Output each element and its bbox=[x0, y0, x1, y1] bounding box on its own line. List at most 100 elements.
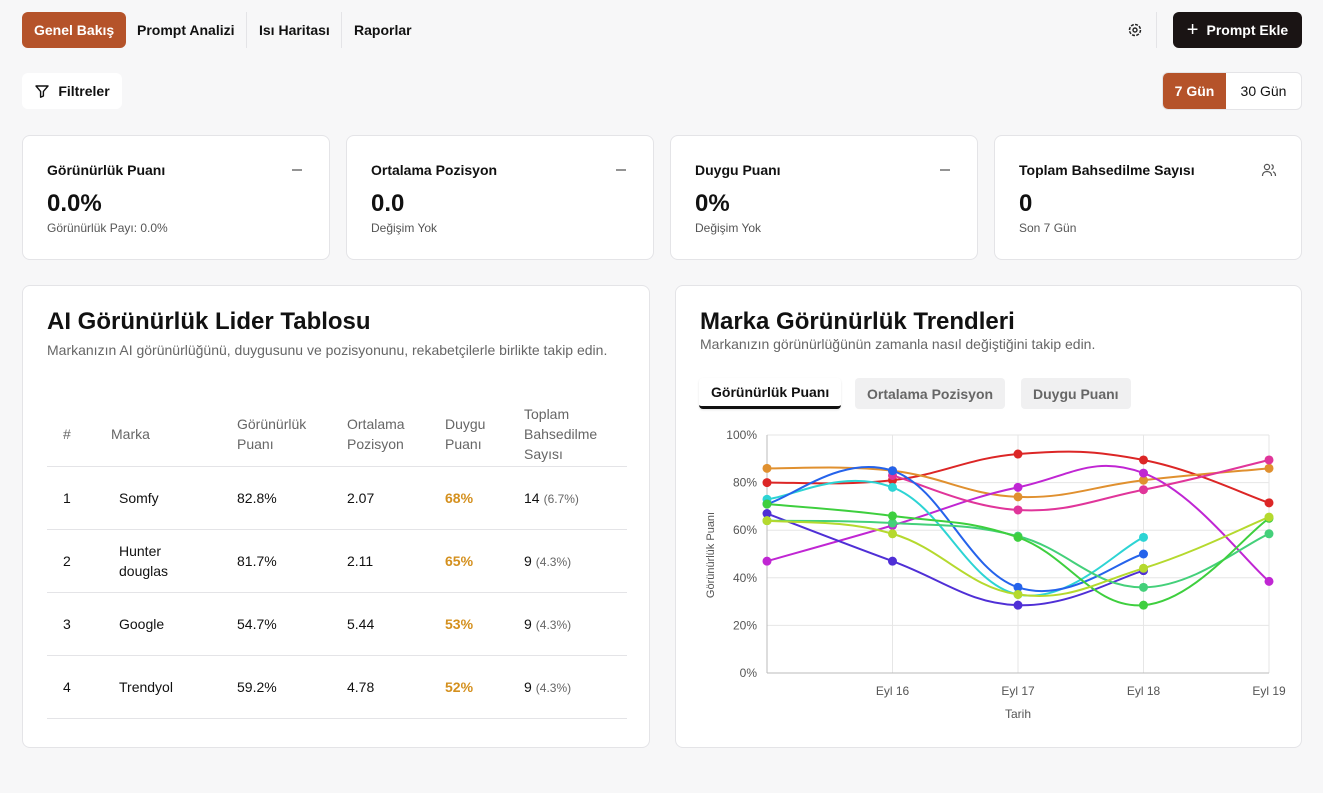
data-point bbox=[762, 509, 772, 519]
separator bbox=[246, 12, 247, 48]
data-point bbox=[1013, 492, 1023, 502]
data-point bbox=[1139, 549, 1148, 559]
data-point bbox=[1139, 475, 1148, 485]
rank: 1 bbox=[63, 490, 71, 506]
mention-count: 14 bbox=[524, 490, 540, 506]
add-prompt-button[interactable]: + Prompt Ekle bbox=[1173, 12, 1302, 48]
column-header: Duygu Puanı bbox=[445, 416, 486, 452]
data-point bbox=[1264, 455, 1274, 465]
card-icon bbox=[289, 162, 305, 183]
card-subtitle: Değişim Yok bbox=[371, 221, 438, 235]
card-title: Duygu Puanı bbox=[695, 162, 781, 178]
data-point bbox=[1139, 563, 1148, 573]
visibility-score: 81.7% bbox=[237, 553, 277, 569]
data-point bbox=[1264, 463, 1274, 473]
avg-position: 4.78 bbox=[347, 679, 375, 695]
sentiment: 53% bbox=[445, 616, 474, 632]
data-point bbox=[1264, 512, 1274, 522]
data-point bbox=[888, 482, 897, 492]
divider bbox=[47, 466, 627, 467]
card-value: 0% bbox=[695, 190, 730, 217]
y-tick-label: 20% bbox=[733, 618, 757, 632]
column-header: Ortalama Pozisyon bbox=[347, 416, 405, 452]
visibility-score: 59.2% bbox=[237, 679, 277, 695]
divider bbox=[47, 655, 627, 656]
card-value: 0.0 bbox=[371, 190, 405, 217]
plus-icon: + bbox=[1186, 18, 1199, 41]
card-value: 0 bbox=[1019, 190, 1033, 217]
data-point bbox=[762, 478, 772, 488]
panel-title: Marka Görünürlük Trendleri bbox=[700, 308, 1015, 335]
nav-tab[interactable]: Prompt Analizi bbox=[137, 22, 235, 38]
card-subtitle: Son 7 Gün bbox=[1019, 221, 1077, 235]
sentiment: 52% bbox=[445, 679, 474, 695]
card-title: Toplam Bahsedilme Sayısı bbox=[1019, 162, 1195, 178]
mentions: 14 (6.7%) bbox=[524, 488, 579, 509]
chart-tab[interactable]: Ortalama Pozisyon bbox=[855, 378, 1006, 409]
settings-icon[interactable] bbox=[1127, 22, 1143, 38]
card-icon bbox=[613, 162, 629, 183]
divider bbox=[47, 592, 627, 593]
data-point bbox=[1264, 576, 1274, 586]
data-point bbox=[1139, 485, 1148, 495]
card-value: 0.0% bbox=[47, 190, 102, 217]
data-point bbox=[888, 466, 897, 476]
range-option[interactable]: 30 Gün bbox=[1240, 83, 1287, 99]
series-line bbox=[766, 512, 1144, 607]
minus-icon bbox=[940, 169, 950, 171]
users-icon bbox=[1261, 163, 1277, 177]
data-point bbox=[762, 463, 772, 473]
mentions: 9 (4.3%) bbox=[524, 551, 571, 572]
data-point bbox=[1013, 582, 1023, 592]
card-subtitle: Görünürlük Payı: 0.0% bbox=[47, 221, 168, 235]
brand: Somfy bbox=[119, 490, 159, 506]
column-header: Toplam Bahsedilme Sayısı bbox=[524, 406, 598, 462]
y-axis-title: Görünürlük Puanı bbox=[705, 512, 717, 598]
separator bbox=[341, 12, 342, 48]
avg-position: 2.11 bbox=[347, 553, 374, 569]
filter-icon bbox=[35, 85, 50, 98]
leaderboard-table: # Marka Görünürlük Puanı Ortalama Pozisyon D… bbox=[23, 286, 649, 723]
mentions: 9 (4.3%) bbox=[524, 677, 571, 698]
avg-position: 5.44 bbox=[347, 616, 375, 632]
nav-tab[interactable]: Isı Haritası bbox=[259, 22, 330, 38]
card-icon bbox=[937, 162, 953, 183]
filter-button[interactable]: Filtreler bbox=[22, 73, 122, 109]
brand: Trendyol bbox=[119, 679, 173, 695]
data-point bbox=[1013, 449, 1023, 459]
data-point bbox=[1264, 529, 1274, 539]
range-option[interactable]: 7 Gün bbox=[1163, 73, 1226, 109]
data-point bbox=[1013, 589, 1023, 599]
column-header: # bbox=[63, 426, 71, 442]
y-tick-label: 100% bbox=[726, 428, 757, 442]
data-point bbox=[1264, 498, 1274, 508]
chart-tab[interactable]: Duygu Puanı bbox=[1021, 378, 1131, 409]
minus-icon bbox=[292, 169, 302, 171]
kpi-card: Toplam Bahsedilme Sayısı 0 Son 7 Gün bbox=[994, 135, 1302, 260]
rank: 4 bbox=[63, 679, 71, 695]
panel-subtitle: Markanızın görünürlüğünün zamanla nasıl … bbox=[700, 336, 1096, 352]
x-tick-label: Eyl 17 bbox=[1001, 684, 1035, 698]
data-point bbox=[1013, 532, 1023, 542]
mention-count: 9 bbox=[524, 679, 532, 695]
data-point bbox=[1139, 455, 1148, 465]
data-point bbox=[762, 516, 772, 526]
minus-icon bbox=[616, 169, 626, 171]
data-point bbox=[1139, 468, 1148, 478]
card-icon bbox=[1261, 162, 1277, 183]
mention-share: (4.3%) bbox=[535, 681, 572, 695]
card-subtitle: Değişim Yok bbox=[695, 221, 762, 235]
visibility-score: 82.8% bbox=[237, 490, 277, 506]
kpi-card: Ortalama Pozisyon 0.0 Değişim Yok bbox=[346, 135, 654, 260]
data-point bbox=[762, 499, 772, 509]
separator bbox=[1156, 12, 1157, 48]
nav-tab[interactable]: Genel Bakış bbox=[22, 12, 127, 48]
data-point bbox=[1139, 582, 1148, 592]
nav-tab[interactable]: Raporlar bbox=[354, 22, 412, 38]
rank: 2 bbox=[63, 553, 71, 569]
leaderboard-panel: AI Görünürlük Lider Tablosu Markanızın A… bbox=[22, 285, 650, 748]
brand: Hunter douglas bbox=[119, 543, 169, 579]
divider bbox=[47, 718, 627, 719]
card-title: Görünürlük Puanı bbox=[47, 162, 166, 178]
chart-tab[interactable]: Görünürlük Puanı bbox=[699, 378, 842, 409]
